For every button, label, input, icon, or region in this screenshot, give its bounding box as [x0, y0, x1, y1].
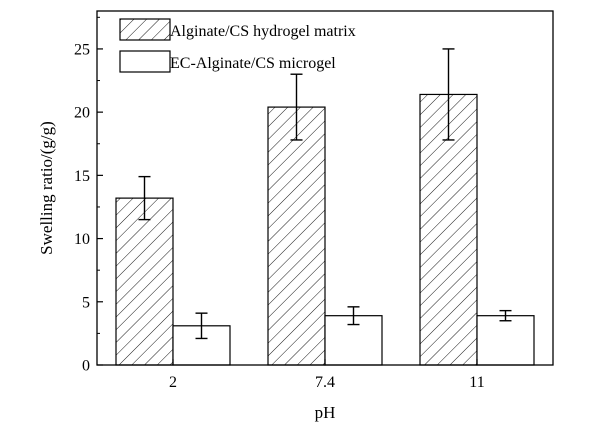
- y-tick-label: 20: [74, 105, 90, 122]
- bars-group: [115, 93, 535, 366]
- y-tick-label: 0: [82, 358, 90, 375]
- y-tick-label: 25: [74, 41, 90, 58]
- y-axis-label: Swelling ratio/(g/g): [37, 121, 56, 255]
- bar-microgel-ph-11: [476, 315, 535, 366]
- legend: Alginate/CS hydrogel matrix EC-Alginate/…: [119, 18, 356, 73]
- x-tick-label: 11: [469, 374, 484, 391]
- legend-label-microgel: EC-Alginate/CS microgel: [170, 55, 336, 72]
- bar-hydrogel-matrix-ph-2: [115, 197, 174, 366]
- y-tick-label: 5: [82, 294, 90, 311]
- y-tick-label: 10: [74, 231, 90, 248]
- y-axis-ticks: 0 5 10 15 20 25: [74, 16, 103, 375]
- legend-swatch-microgel: [119, 50, 171, 73]
- bar-hydrogel-matrix-ph-7-4: [267, 106, 326, 366]
- x-axis-ticks: 2 7.4 11: [169, 359, 485, 391]
- x-axis-label: pH: [315, 403, 336, 422]
- error-bars-group: [138, 48, 512, 340]
- legend-swatch-hydrogel-matrix: [119, 18, 171, 41]
- y-tick-label: 15: [74, 168, 90, 185]
- legend-label-hydrogel-matrix: Alginate/CS hydrogel matrix: [170, 23, 356, 40]
- x-tick-label: 7.4: [315, 374, 335, 391]
- x-tick-label: 2: [169, 374, 177, 391]
